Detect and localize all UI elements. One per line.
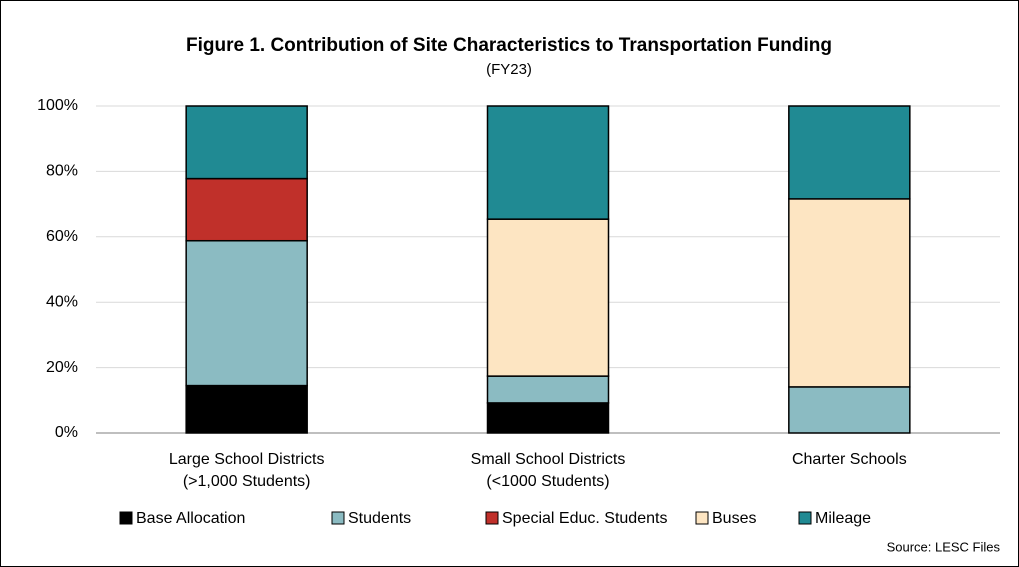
chart-title: Figure 1. Contribution of Site Character… [186, 35, 832, 56]
y-tick-label: 80% [46, 163, 78, 180]
legend-label: Buses [712, 510, 756, 527]
legend-swatch [119, 511, 133, 525]
bar-segment [185, 105, 308, 180]
legend-swatch [798, 511, 812, 525]
bar-segment [486, 218, 610, 377]
bar-segment [486, 105, 610, 220]
legend-label: Base Allocation [136, 510, 245, 527]
bar-segment [788, 386, 911, 434]
x-tick-label: Small School Districts (<1000 Students) [471, 451, 626, 490]
bar-segment [788, 105, 911, 200]
legend-swatch [331, 511, 345, 525]
y-tick-label: 40% [46, 293, 78, 310]
y-tick-label: 0% [55, 424, 78, 441]
y-tick-label: 60% [46, 228, 78, 245]
bar-segment [185, 239, 308, 387]
bar-segment [788, 198, 911, 388]
legend-label: Mileage [815, 510, 871, 527]
x-tick-label: Charter Schools [792, 451, 907, 468]
legend-label: Special Educ. Students [502, 510, 667, 527]
x-tick-label: Large School Districts (>1,000 Students) [169, 451, 325, 490]
chart-subtitle: (FY23) [486, 61, 532, 78]
y-tick-label: 100% [37, 97, 78, 114]
bar-segment [486, 402, 610, 434]
y-tick-label: 20% [46, 359, 78, 376]
legend-label: Students [348, 510, 411, 527]
source-note: Source: LESC Files [887, 539, 1001, 554]
legend-swatch [485, 511, 499, 525]
legend-swatch [695, 511, 709, 525]
bar-segment [486, 375, 610, 404]
bar-segment [185, 177, 308, 242]
bar-segment [185, 384, 308, 434]
